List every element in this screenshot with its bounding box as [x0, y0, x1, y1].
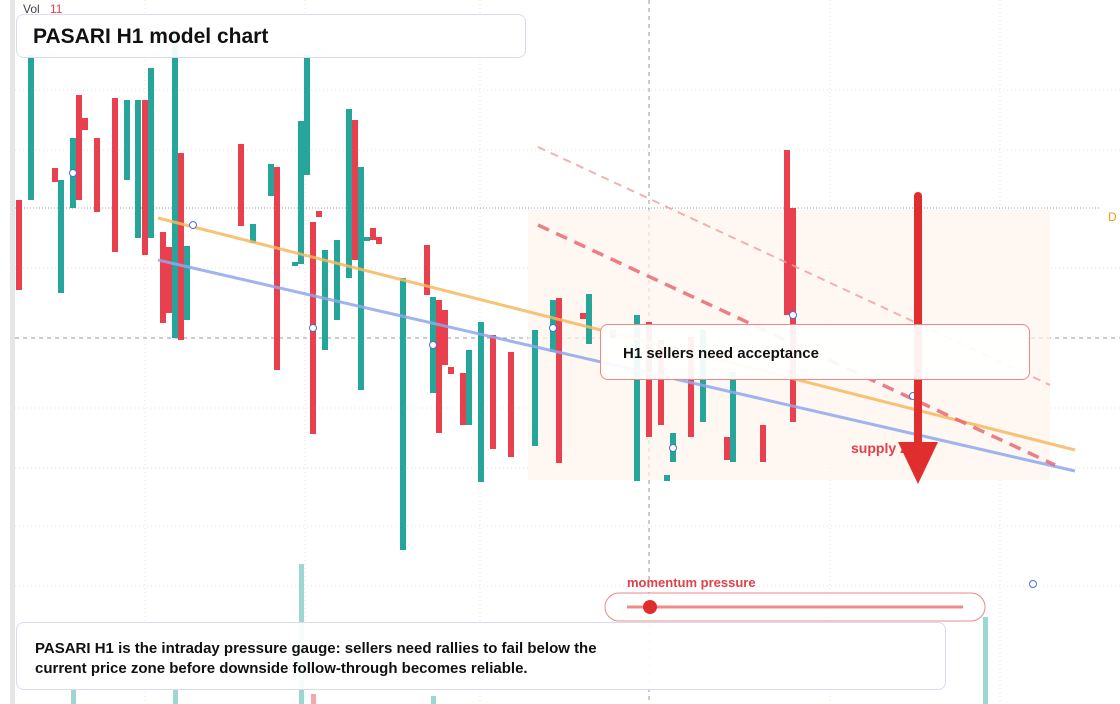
title-box: PASARI H1 model chart [16, 14, 526, 58]
footer-note: PASARI H1 is the intraday pressure gauge… [16, 622, 946, 690]
arrow-head [898, 442, 938, 484]
candles-up [28, 30, 736, 550]
slider-knob[interactable] [643, 600, 657, 614]
vol-value: 11 [50, 2, 63, 16]
anchor-points [69, 169, 1037, 588]
left-border [10, 0, 15, 704]
edge-label: D [1108, 210, 1117, 224]
slider-label: momentum pressure [627, 575, 756, 590]
vol-label: Vol [23, 2, 40, 16]
channel-line-upper [537, 146, 1051, 386]
callout-box: H1 sellers need acceptance [600, 324, 1030, 380]
